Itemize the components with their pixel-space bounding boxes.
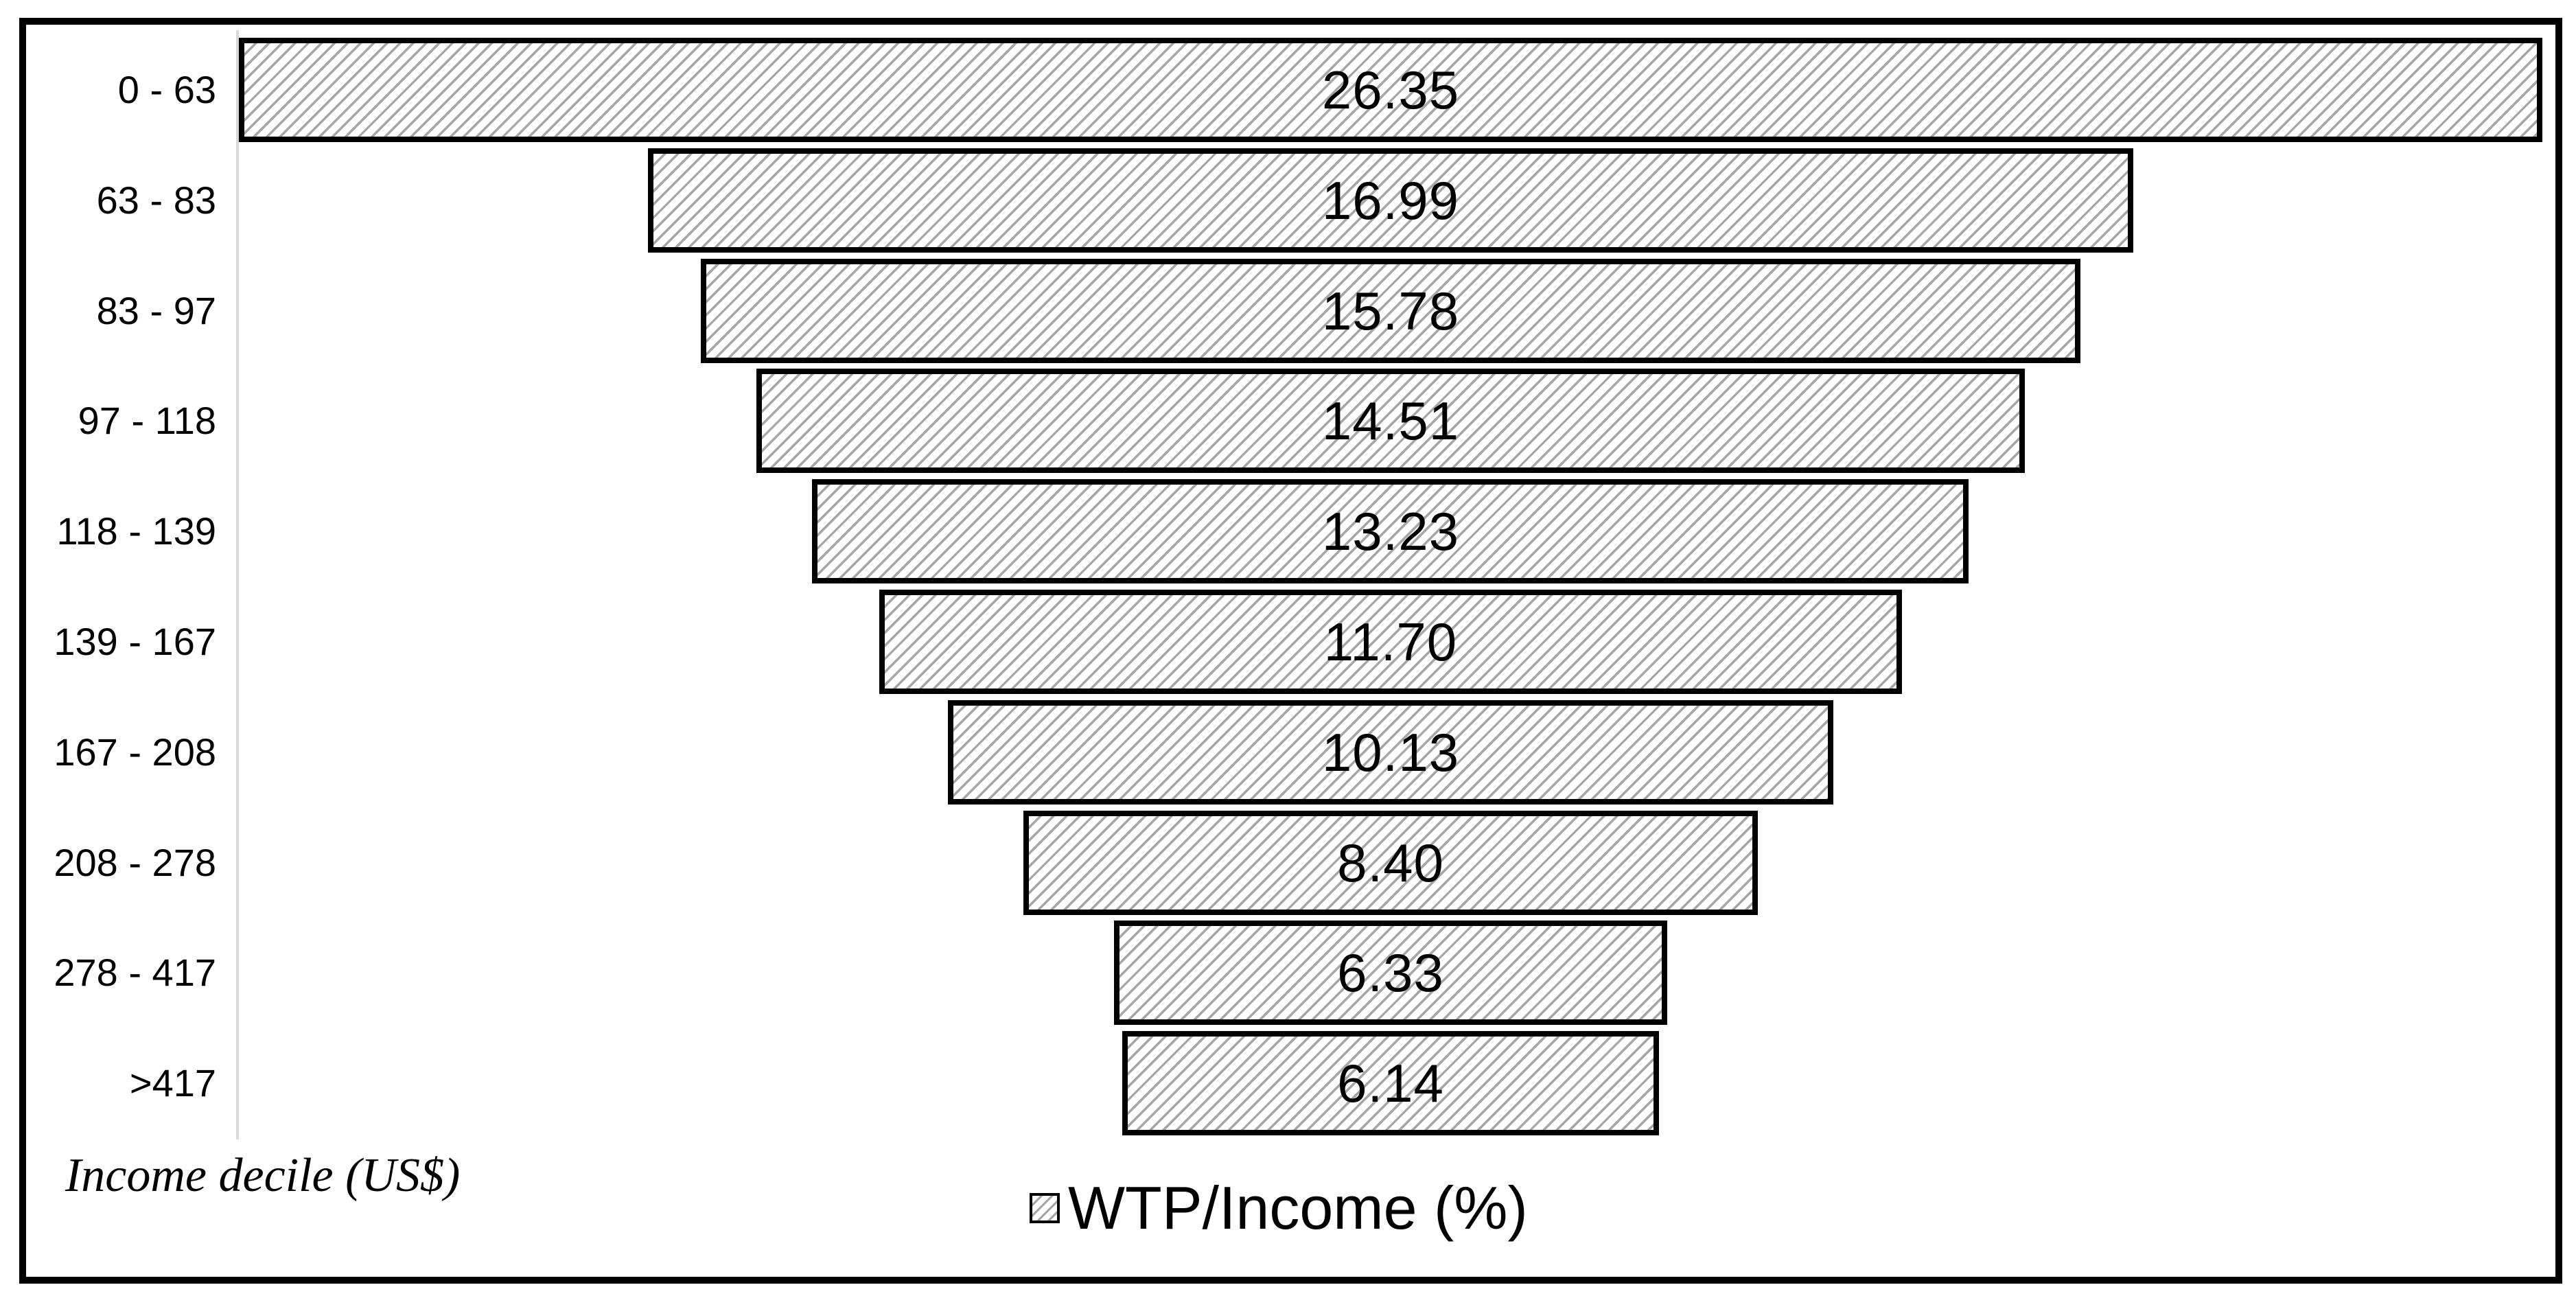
bar-value-label: 6.14 <box>1337 1053 1444 1114</box>
bar-value-label: 8.40 <box>1337 832 1444 893</box>
bar: 14.51 <box>756 369 2025 474</box>
bar-value-label: 13.23 <box>1321 501 1460 562</box>
category-tick-label: 278 - 417 <box>54 951 216 995</box>
bar: 15.78 <box>701 258 2080 363</box>
legend-label: WTP/Income (%) <box>1068 1174 1528 1242</box>
bar: 26.35 <box>239 38 2542 142</box>
bar: 11.70 <box>879 590 1903 694</box>
chart-frame: Income decile (US$) WTP/Income (%) 0 - 6… <box>19 18 2562 1284</box>
bar-value-label: 14.51 <box>1321 391 1460 452</box>
category-tick-label: 118 - 139 <box>56 509 216 553</box>
category-tick-label: 63 - 83 <box>96 178 216 222</box>
bar-value-label: 10.13 <box>1321 721 1460 783</box>
bar-value-label: 6.33 <box>1337 942 1444 1004</box>
category-tick-label: 139 - 167 <box>54 620 216 663</box>
bar: 6.33 <box>1113 921 1668 1026</box>
bar-value-label: 11.70 <box>1323 612 1458 672</box>
legend: WTP/Income (%) <box>1030 1178 1528 1238</box>
bar: 8.40 <box>1023 810 1758 915</box>
bar: 13.23 <box>812 479 1969 584</box>
category-tick-label: 0 - 63 <box>117 68 216 111</box>
bar: 10.13 <box>947 699 1834 805</box>
hatch-square-icon <box>1030 1193 1060 1223</box>
category-tick-label: 83 - 97 <box>96 288 216 332</box>
bar-value-label: 16.99 <box>1321 170 1460 231</box>
category-tick-label: >417 <box>129 1061 216 1105</box>
category-tick-label: 208 - 278 <box>54 840 216 884</box>
category-tick-label: 167 - 208 <box>54 730 216 774</box>
bar-value-label: 26.35 <box>1321 60 1460 120</box>
category-axis-line <box>236 30 239 1139</box>
bar-value-label: 15.78 <box>1321 280 1460 341</box>
bar: 16.99 <box>648 148 2133 253</box>
category-axis-title: Income decile (US$) <box>65 1149 461 1202</box>
category-tick-label: 97 - 118 <box>78 399 216 443</box>
bar: 6.14 <box>1122 1031 1659 1136</box>
